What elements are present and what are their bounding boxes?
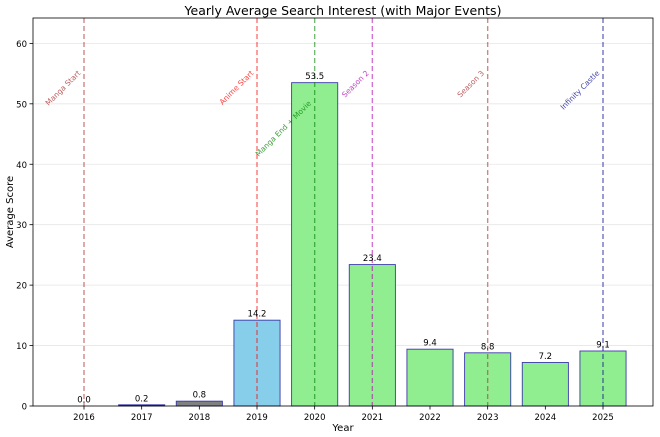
event-label: Infinity Castle [559,68,602,111]
x-tick-label: 2023 [477,413,499,423]
x-tick-label: 2021 [362,413,384,423]
x-tick-label: 2020 [304,413,326,423]
event-label: Season 3 [455,69,486,100]
y-tick-label: 40 [16,161,27,171]
y-tick-label: 60 [16,40,27,50]
bar-2018 [175,400,223,407]
y-tick-label: 50 [16,100,27,110]
event-label: Season 2 [340,69,371,100]
y-axis-label: Average Score [5,176,16,248]
data-label: 8.8 [481,342,495,352]
x-tick-label: 2017 [131,413,153,423]
data-label: 0.2 [135,394,149,404]
event-label: Manga Start [44,69,83,108]
plot-frame [32,17,654,407]
x-tick-label: 2016 [73,413,95,423]
bar-2022 [406,348,454,407]
x-tick-label: 2018 [189,413,211,423]
data-label: 0.0 [77,396,91,406]
data-label: 7.2 [539,352,553,362]
y-tick-label: 10 [16,342,27,352]
data-label: 23.4 [363,254,382,264]
x-tick-label: 2025 [592,413,614,423]
data-label: 53.5 [305,72,324,82]
data-label: 0.8 [193,391,207,401]
event-label: Anime Start [218,69,256,107]
y-tick-label: 0 [22,403,27,413]
x-tick-label: 2024 [535,413,557,423]
data-label: 9.4 [423,339,437,349]
x-tick-label: 2022 [419,413,441,423]
y-tick-label: 30 [16,221,27,231]
x-tick-label: 2019 [246,413,268,423]
data-label: 14.2 [248,310,267,320]
data-label: 9.1 [596,341,610,351]
chart-title: Yearly Average Search Interest (with Maj… [184,3,502,18]
x-axis-label: Year [331,423,354,434]
bar-2024 [521,362,569,407]
y-tick-label: 20 [16,282,27,292]
